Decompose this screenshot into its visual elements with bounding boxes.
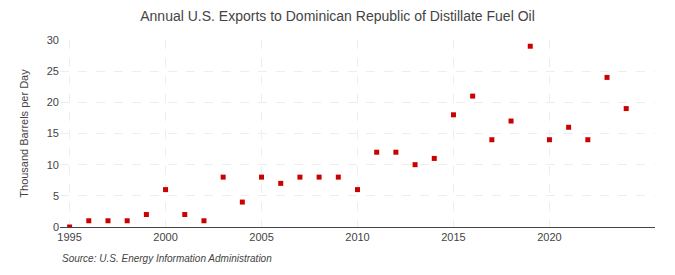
svg-text:2005: 2005 [249,231,273,243]
svg-text:2020: 2020 [537,231,561,243]
svg-text:1995: 1995 [57,231,81,243]
svg-text:25: 25 [47,65,59,77]
svg-text:Source: U.S. Energy Informatio: Source: U.S. Energy Information Administ… [62,253,272,264]
svg-text:0: 0 [53,221,59,233]
svg-text:Thousand Barrels per Day: Thousand Barrels per Day [18,69,30,198]
svg-text:2000: 2000 [153,231,177,243]
svg-text:30: 30 [47,34,59,46]
svg-text:5: 5 [53,190,59,202]
svg-text:10: 10 [47,159,59,171]
svg-text:15: 15 [47,127,59,139]
svg-text:20: 20 [47,96,59,108]
svg-text:2015: 2015 [441,231,465,243]
svg-text:Annual U.S. Exports to Dominic: Annual U.S. Exports to Dominican Republi… [140,8,535,24]
svg-text:2010: 2010 [345,231,369,243]
